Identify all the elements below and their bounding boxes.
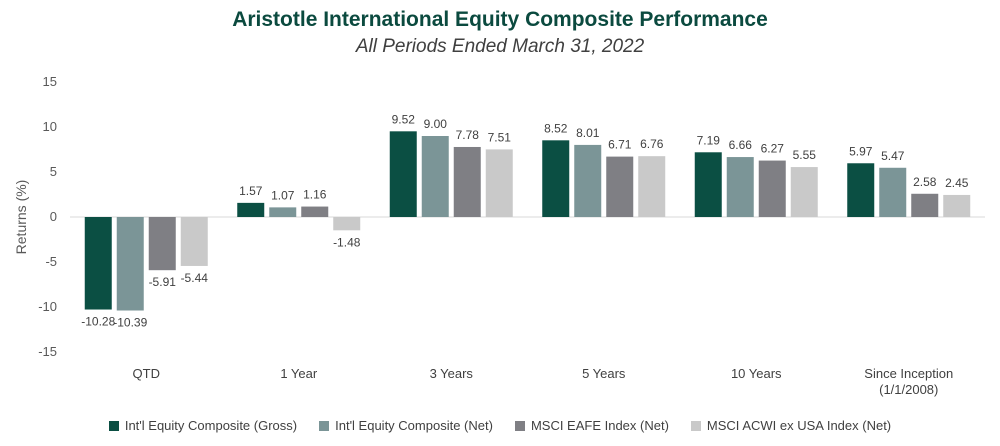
bar-4 <box>180 217 208 266</box>
bar-2 <box>879 167 907 217</box>
legend-label: Int'l Equity Composite (Net) <box>335 418 493 433</box>
legend-swatch <box>108 420 119 431</box>
chart-title: Aristotle International Equity Composite… <box>232 8 768 31</box>
y-tick-label: 10 <box>43 119 57 134</box>
category-label: 5 Years <box>582 366 626 381</box>
y-tick-label: 0 <box>50 209 57 224</box>
bar-3 <box>301 206 329 217</box>
bar-4 <box>638 156 666 217</box>
data-label: -5.91 <box>149 275 177 289</box>
data-label: 6.27 <box>761 142 785 156</box>
bar-3 <box>606 156 634 217</box>
bar-1 <box>694 152 722 217</box>
bar-2 <box>269 207 297 217</box>
data-label: 5.55 <box>793 148 817 162</box>
y-tick-label: -15 <box>38 344 57 359</box>
category-label: 1 Year <box>280 366 318 381</box>
bar-1 <box>84 217 112 310</box>
data-label: 8.52 <box>544 121 568 135</box>
legend-item: Int'l Equity Composite (Gross) <box>108 418 298 433</box>
chart-subtitle: All Periods Ended March 31, 2022 <box>355 36 645 57</box>
legend-item: MSCI EAFE Index (Net) <box>514 418 669 433</box>
data-label: -10.28 <box>81 315 115 329</box>
bar-4 <box>333 217 361 231</box>
category-label: 10 Years <box>731 366 782 381</box>
bar-2 <box>726 157 754 217</box>
bar-3 <box>453 146 481 217</box>
legend-swatch <box>690 420 701 431</box>
bar-2 <box>574 144 602 217</box>
y-tick-label: 15 <box>43 74 57 89</box>
data-label: 6.71 <box>608 138 632 152</box>
bar-2 <box>421 136 449 217</box>
bar-4 <box>790 167 818 217</box>
bar-2 <box>116 217 144 311</box>
data-label: 1.07 <box>271 188 295 202</box>
data-label: 2.58 <box>913 175 937 189</box>
bar-1 <box>237 202 265 217</box>
data-label: 9.52 <box>392 112 416 126</box>
legend-label: Int'l Equity Composite (Gross) <box>124 418 298 433</box>
category-label: Since Inception <box>864 366 953 381</box>
legend-item: MSCI ACWI ex USA Index (Net) <box>690 418 892 433</box>
data-label: -1.48 <box>333 235 361 249</box>
data-label: 6.66 <box>729 138 753 152</box>
category-label: (1/1/2008) <box>879 382 938 397</box>
legend-label: MSCI EAFE Index (Net) <box>530 418 669 433</box>
bar-1 <box>389 131 417 217</box>
bar-4 <box>943 194 971 217</box>
bar-3 <box>758 160 786 217</box>
bar-3 <box>148 217 176 271</box>
data-label: 5.97 <box>849 144 873 158</box>
bar-1 <box>542 140 570 217</box>
data-label: 8.01 <box>576 126 600 140</box>
category-label: QTD <box>133 366 160 381</box>
y-tick-label: 5 <box>50 164 57 179</box>
bar-3 <box>911 193 939 217</box>
data-label: 7.78 <box>456 128 480 142</box>
data-label: 6.76 <box>640 137 664 151</box>
legend-swatch <box>514 420 525 431</box>
chart-legend: Int'l Equity Composite (Gross) Int'l Equi… <box>0 418 1000 433</box>
data-label: 1.57 <box>239 184 263 198</box>
data-label: -5.44 <box>181 271 209 285</box>
data-label: -10.39 <box>113 316 147 330</box>
y-tick-label: -5 <box>45 254 57 269</box>
data-label: 2.45 <box>945 176 969 190</box>
data-label: 7.19 <box>697 133 721 147</box>
data-label: 5.47 <box>881 149 905 163</box>
legend-item: Int'l Equity Composite (Net) <box>319 418 493 433</box>
data-label: 1.16 <box>303 188 327 202</box>
category-label: 3 Years <box>430 366 474 381</box>
y-axis-label: Returns (%) <box>13 180 29 255</box>
y-tick-label: -10 <box>38 299 57 314</box>
data-label: 9.00 <box>424 117 448 131</box>
bar-1 <box>847 163 875 217</box>
legend-label: MSCI ACWI ex USA Index (Net) <box>706 418 892 433</box>
legend-swatch <box>319 420 330 431</box>
data-label: 7.51 <box>488 130 512 144</box>
bar-4 <box>485 149 513 217</box>
